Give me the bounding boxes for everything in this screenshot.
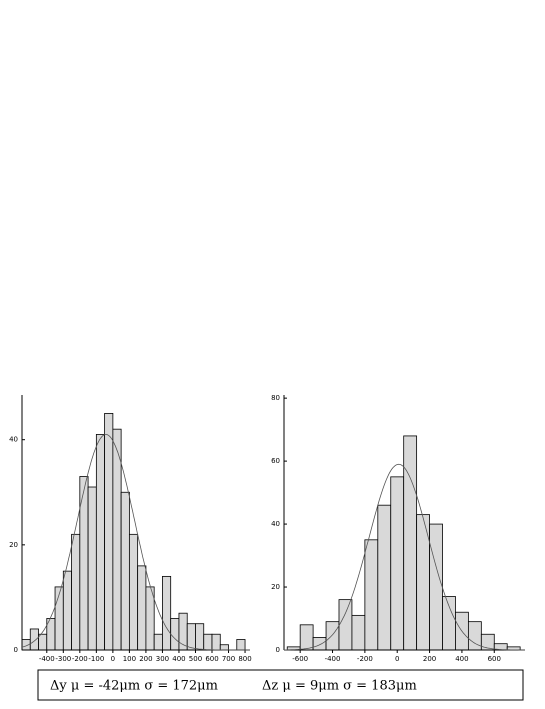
bar: [29, 628, 39, 651]
bar: [338, 599, 353, 651]
bar: [377, 504, 392, 651]
y-tick-label: 0: [276, 646, 280, 654]
x-tick-label: 600: [488, 655, 501, 663]
x-tick-label: -400: [39, 655, 55, 663]
y-tick-label: 0: [14, 646, 18, 654]
x-tick-label: -200: [357, 655, 373, 663]
bar: [429, 523, 443, 651]
bar: [364, 539, 379, 651]
x-tick-label: 400: [172, 655, 185, 663]
x-tick-label: 600: [205, 655, 218, 663]
x-tick-label: -200: [72, 655, 88, 663]
bar: [120, 491, 130, 651]
x-tick-label: 0: [395, 655, 399, 663]
bar: [195, 623, 205, 651]
bar: [153, 633, 163, 651]
x-tick-label: -300: [55, 655, 71, 663]
y-tick-label: 20: [9, 541, 18, 549]
bar: [442, 596, 456, 651]
bar: [95, 434, 106, 651]
bar: [186, 623, 196, 651]
bar: [62, 570, 72, 651]
bar: [211, 633, 221, 651]
fit-curve: [21, 434, 250, 651]
x-tick-label: -600: [292, 655, 308, 663]
bar: [71, 533, 81, 651]
bar: [38, 633, 48, 651]
bar: [203, 633, 213, 651]
x-tick-label: 200: [423, 655, 436, 663]
bar: [87, 486, 97, 651]
x-tick-label: 400: [455, 655, 468, 663]
bar: [219, 644, 229, 651]
x-tick-label: -100: [88, 655, 104, 663]
bar: [104, 413, 114, 651]
y-tick-label: 40: [271, 520, 280, 528]
bar: [351, 614, 366, 651]
x-tick-label: 800: [238, 655, 251, 663]
x-tick-label: 100: [123, 655, 136, 663]
bar: [112, 428, 122, 651]
bar: [390, 476, 405, 651]
x-tick-label: 0: [111, 655, 115, 663]
bar: [162, 575, 172, 651]
x-tick-label: 500: [189, 655, 202, 663]
bar: [312, 637, 327, 651]
bar: [236, 639, 246, 651]
bar: [325, 621, 340, 651]
bar: [128, 533, 139, 651]
y-tick-label: 60: [271, 457, 280, 465]
bar: [137, 565, 147, 651]
y-tick-label: 80: [271, 394, 280, 402]
bar: [170, 618, 180, 651]
x-tick-label: 300: [156, 655, 169, 663]
bar: [403, 435, 418, 651]
caption: Δz μ = 9μm σ = 183μm: [262, 679, 417, 694]
fit-curve: [284, 463, 525, 651]
caption: Δy μ = -42μm σ = 172μm: [50, 679, 218, 694]
y-tick-label: 20: [271, 583, 280, 591]
x-tick-label: 700: [222, 655, 235, 663]
bar: [54, 586, 64, 651]
bar: [299, 624, 314, 651]
caption-box: [37, 669, 524, 701]
x-tick-label: -400: [325, 655, 341, 663]
y-tick-label: 40: [9, 436, 18, 444]
x-tick-label: 200: [139, 655, 152, 663]
